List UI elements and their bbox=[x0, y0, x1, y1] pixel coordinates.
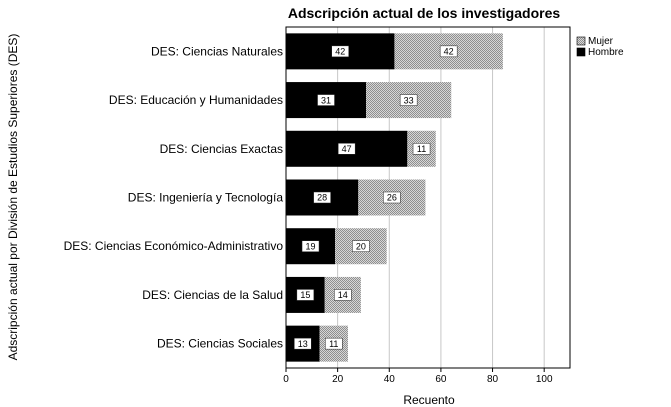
data-label-mujer-6: 11 bbox=[329, 339, 338, 349]
category-label-5: DES: Ciencias de la Salud bbox=[142, 288, 283, 302]
data-label-mujer-0: 42 bbox=[444, 47, 454, 57]
legend-swatch-mujer bbox=[576, 36, 586, 46]
x-axis-title: Recuento bbox=[403, 393, 455, 407]
data-label-box-hombre-0 bbox=[331, 45, 349, 58]
data-label-box-hombre-6 bbox=[294, 337, 312, 350]
legend-swatch-hombre bbox=[576, 47, 586, 57]
data-label-hombre-5: 15 bbox=[300, 290, 310, 300]
data-label-box-mujer-3 bbox=[383, 191, 401, 204]
plot-area: 42 42 DES: Ciencias Naturales 31 33 DES: Educ… bbox=[64, 26, 571, 385]
x-tick-label-60: 60 bbox=[435, 374, 447, 385]
data-label-mujer-2: 11 bbox=[417, 144, 426, 154]
category-label-3: DES: Ingeniería y Tecnología bbox=[128, 191, 284, 205]
data-label-box-hombre-3 bbox=[313, 191, 331, 204]
x-tick-label-0: 0 bbox=[283, 374, 289, 385]
data-label-box-mujer-5 bbox=[334, 289, 352, 301]
data-label-hombre-6: 13 bbox=[298, 339, 308, 349]
category-label-4: DES: Ciencias Económico-Administrativo bbox=[64, 239, 284, 253]
x-tick-label-40: 40 bbox=[384, 374, 396, 385]
data-label-hombre-2: 47 bbox=[342, 144, 352, 154]
category-label-1: DES: Educación y Humanidades bbox=[109, 93, 283, 107]
data-label-hombre-0: 42 bbox=[335, 47, 345, 57]
data-label-hombre-3: 28 bbox=[317, 193, 327, 203]
plot-frame bbox=[285, 26, 571, 369]
data-label-box-mujer-2 bbox=[412, 143, 431, 155]
data-label-box-mujer-1 bbox=[399, 94, 418, 106]
data-label-box-mujer-4 bbox=[352, 240, 370, 252]
category-label-0: DES: Ciencias Naturales bbox=[151, 44, 283, 58]
x-tick-label-80: 80 bbox=[487, 374, 499, 385]
legend-label-mujer: Mujer bbox=[588, 36, 614, 47]
data-label-box-hombre-5 bbox=[296, 289, 315, 301]
data-label-hombre-4: 19 bbox=[306, 241, 316, 251]
legend-label-hombre: Hombre bbox=[588, 47, 624, 58]
x-tick-label-20: 20 bbox=[332, 374, 344, 385]
data-label-mujer-3: 26 bbox=[387, 193, 397, 203]
x-tick-label-100: 100 bbox=[536, 374, 553, 385]
y-axis-title: Adscripción actual por División de Estud… bbox=[6, 34, 20, 361]
data-label-mujer-1: 33 bbox=[404, 95, 414, 105]
chart-title: Adscripción actual de los investigadores bbox=[288, 5, 561, 21]
data-label-box-hombre-2 bbox=[337, 143, 356, 155]
category-label-2: DES: Ciencias Exactas bbox=[160, 142, 283, 156]
data-label-mujer-4: 20 bbox=[356, 241, 366, 251]
data-label-mujer-5: 14 bbox=[338, 290, 348, 300]
category-label-6: DES: Ciencias Sociales bbox=[157, 337, 283, 351]
data-label-box-mujer-0 bbox=[439, 45, 458, 58]
data-label-box-hombre-4 bbox=[301, 240, 320, 252]
data-label-box-hombre-1 bbox=[317, 94, 335, 106]
data-label-box-mujer-6 bbox=[325, 337, 343, 350]
data-label-hombre-1: 31 bbox=[321, 95, 331, 105]
